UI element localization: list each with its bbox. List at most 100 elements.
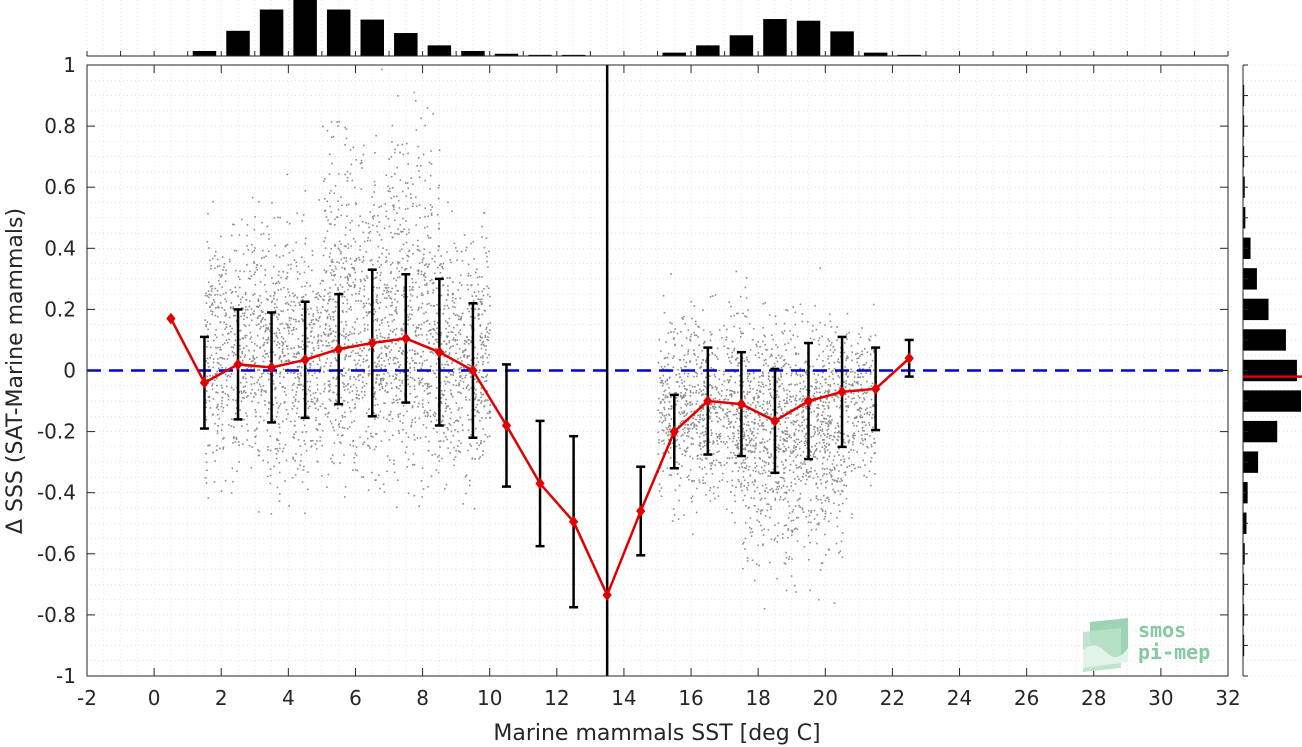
scatter-point: [377, 416, 379, 419]
scatter-point: [329, 315, 332, 318]
scatter-point: [667, 363, 669, 366]
scatter-point: [731, 479, 733, 482]
scatter-point: [833, 466, 835, 469]
scatter-point: [833, 367, 836, 370]
scatter-point: [714, 464, 716, 466]
scatter-point: [273, 291, 276, 293]
scatter-point: [850, 400, 853, 403]
scatter-point: [275, 334, 278, 337]
scatter-point: [761, 371, 764, 373]
scatter-point: [306, 415, 309, 417]
scatter-point: [723, 324, 725, 327]
scatter-point: [851, 463, 853, 466]
scatter-point: [448, 317, 451, 320]
scatter-point: [293, 259, 296, 261]
scatter-point: [381, 322, 383, 324]
scatter-point: [431, 258, 434, 260]
scatter-point: [307, 341, 309, 343]
scatter-point: [461, 360, 463, 362]
scatter-point: [435, 419, 438, 421]
scatter-point: [294, 420, 296, 423]
scatter-point: [345, 245, 347, 248]
scatter-point: [821, 385, 823, 388]
scatter-point: [783, 363, 786, 366]
scatter-point: [686, 412, 688, 415]
scatter-point: [742, 459, 745, 462]
scatter-point: [815, 328, 818, 331]
scatter-point: [380, 271, 382, 274]
scatter-point: [387, 358, 390, 361]
scatter-point: [479, 301, 482, 303]
scatter-point: [320, 340, 323, 342]
scatter-point: [766, 509, 769, 512]
scatter-point: [295, 412, 298, 415]
scatter-point: [795, 352, 797, 354]
scatter-point: [480, 402, 482, 404]
scatter-point: [473, 357, 476, 360]
scatter-point: [851, 359, 854, 362]
scatter-point: [414, 421, 417, 424]
scatter-point: [279, 216, 281, 219]
scatter-point: [780, 367, 783, 369]
scatter-point: [311, 342, 314, 344]
scatter-point: [440, 421, 443, 423]
scatter-point: [227, 395, 230, 398]
scatter-point: [750, 535, 753, 537]
scatter-point: [272, 351, 274, 353]
scatter-point: [796, 454, 799, 457]
scatter-point: [822, 350, 824, 353]
scatter-point: [214, 314, 217, 317]
scatter-point: [322, 344, 324, 346]
scatter-point: [824, 481, 827, 484]
scatter-point: [776, 486, 779, 488]
scatter-point: [280, 288, 282, 291]
scatter-point: [255, 324, 258, 326]
scatter-point: [824, 378, 826, 381]
scatter-point: [735, 413, 738, 416]
scatter-point: [282, 352, 284, 354]
scatter-point: [482, 357, 484, 359]
scatter-point: [367, 374, 370, 377]
scatter-point: [416, 248, 419, 251]
scatter-point: [810, 467, 812, 469]
scatter-point: [337, 208, 340, 211]
scatter-point: [486, 412, 489, 415]
scatter-point: [710, 464, 713, 467]
scatter-point: [489, 404, 491, 406]
scatter-point: [452, 372, 455, 374]
scatter-point: [709, 441, 711, 444]
scatter-point: [456, 314, 459, 316]
scatter-point: [758, 396, 760, 398]
scatter-point: [784, 458, 787, 461]
scatter-point: [260, 257, 263, 259]
scatter-point: [733, 413, 736, 416]
scatter-point: [683, 354, 686, 357]
scatter-point: [809, 389, 811, 392]
scatter-point: [294, 318, 297, 321]
scatter-point: [246, 234, 248, 237]
scatter-point: [743, 431, 746, 434]
scatter-point: [379, 332, 382, 335]
scatter-point: [696, 425, 698, 427]
scatter-point: [669, 428, 671, 430]
scatter-point: [482, 376, 485, 379]
scatter-point: [418, 505, 420, 508]
scatter-point: [780, 476, 782, 479]
scatter-point: [659, 377, 661, 379]
scatter-point: [828, 362, 830, 365]
scatter-point: [853, 437, 855, 440]
scatter-point: [737, 430, 740, 432]
scatter-point: [222, 293, 225, 295]
scatter-point: [460, 442, 462, 445]
scatter-point: [375, 134, 377, 137]
scatter-point: [409, 289, 411, 292]
scatter-point: [868, 422, 870, 424]
scatter-point: [485, 379, 488, 382]
scatter-point: [448, 341, 451, 344]
scatter-point: [223, 342, 226, 344]
scatter-point: [424, 276, 427, 279]
scatter-point: [756, 345, 758, 348]
scatter-point: [433, 329, 436, 331]
scatter-point: [378, 256, 381, 259]
scatter-point: [793, 434, 796, 437]
